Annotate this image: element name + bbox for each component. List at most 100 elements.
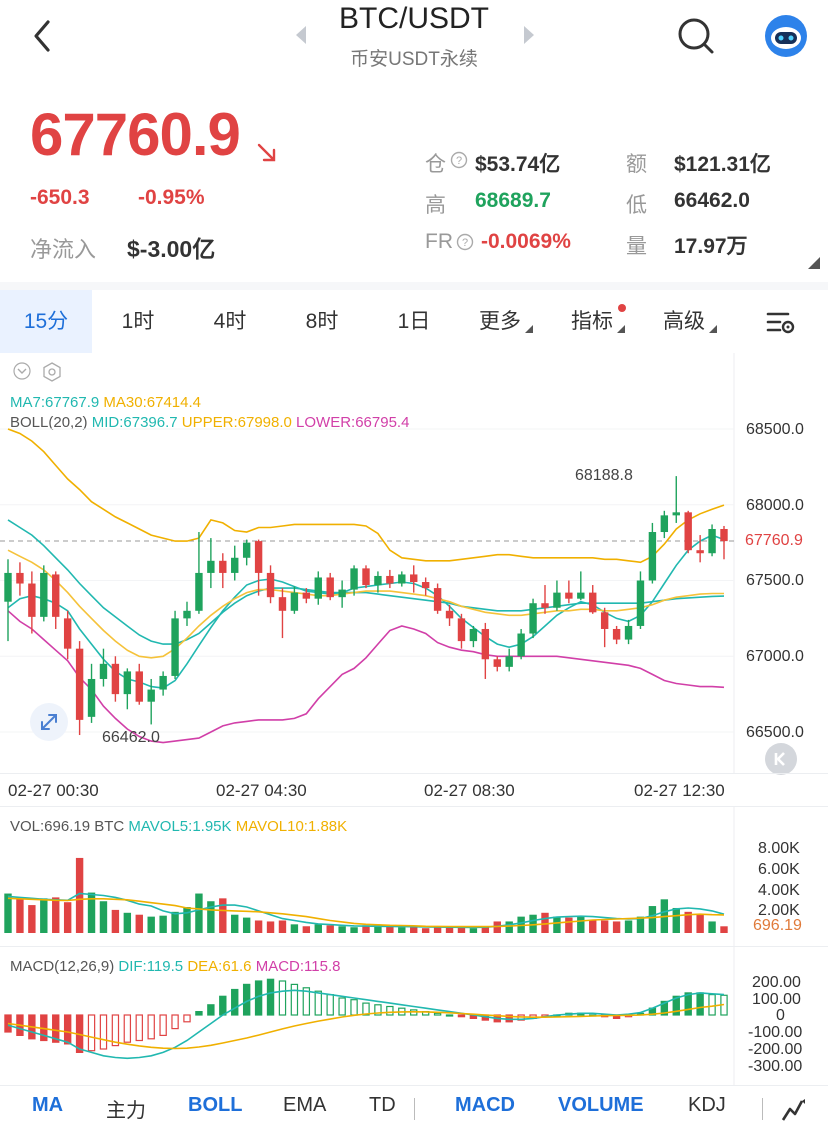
prev-symbol-icon bbox=[296, 26, 306, 44]
vol-tick-8k: 8.00K bbox=[758, 840, 800, 857]
indicator-ema[interactable]: EMA bbox=[283, 1094, 327, 1116]
volume-bar bbox=[386, 926, 394, 933]
macd-histogram-bar bbox=[231, 988, 239, 1016]
volume-bar bbox=[40, 898, 48, 933]
x-tick-1230: 02-27 12:30 bbox=[634, 781, 725, 800]
macd-histogram-bar bbox=[52, 1014, 60, 1043]
tab-1d[interactable]: 1日 bbox=[397, 310, 431, 333]
candle-body bbox=[493, 659, 501, 667]
volume-bar bbox=[672, 907, 680, 933]
tab-advanced[interactable]: 高级 bbox=[663, 310, 705, 333]
candle-body bbox=[135, 671, 143, 702]
back-arrow-icon bbox=[34, 20, 50, 52]
collapse-legend-icon[interactable] bbox=[13, 362, 31, 380]
x-axis-divider bbox=[0, 773, 828, 774]
macd-divider bbox=[0, 946, 828, 947]
fr-info-icon[interactable]: ? bbox=[456, 233, 474, 251]
indicator-boll[interactable]: BOLL bbox=[188, 1094, 243, 1116]
x-tick-0430: 02-27 04:30 bbox=[216, 781, 307, 800]
indicator-macd[interactable]: MACD bbox=[455, 1094, 515, 1116]
candle-body bbox=[433, 588, 442, 611]
volume-bar bbox=[696, 913, 704, 933]
volume-bar bbox=[99, 901, 108, 933]
indicator-kdj[interactable]: KDJ bbox=[688, 1094, 726, 1116]
volume-bar bbox=[278, 920, 287, 933]
fr-label: FR bbox=[425, 230, 453, 253]
indicator-main-force[interactable]: 主力 bbox=[106, 1100, 146, 1122]
scroll-latest-button[interactable] bbox=[765, 743, 797, 775]
high-value: 68689.7 bbox=[475, 189, 551, 212]
tab-8h[interactable]: 8时 bbox=[305, 310, 339, 333]
scroll-to-latest-icon bbox=[774, 752, 785, 766]
vol-divider bbox=[0, 806, 828, 807]
boll-upper-line bbox=[7, 428, 725, 564]
search-button[interactable] bbox=[676, 16, 716, 56]
amount-label: 额 bbox=[626, 153, 647, 176]
volume-bar bbox=[290, 924, 299, 933]
candle-body bbox=[207, 560, 215, 573]
tab-indicators[interactable]: 指标 bbox=[571, 310, 613, 333]
volume-bar bbox=[529, 914, 537, 933]
volume-bar bbox=[481, 926, 490, 933]
volume-bar bbox=[63, 902, 72, 933]
candle-body bbox=[374, 575, 382, 586]
macd-histogram-bar bbox=[111, 1014, 120, 1047]
macd-tick-100: 100.00 bbox=[752, 991, 801, 1008]
boll-lower-legend: LOWER:66795.4 bbox=[296, 414, 410, 431]
macd-histogram-bar bbox=[183, 1014, 191, 1023]
candle-body bbox=[231, 557, 239, 573]
macd-histogram-bar bbox=[326, 993, 334, 1016]
prev-symbol-button[interactable] bbox=[294, 24, 308, 46]
volume-legend: VOL:696.19 BTC MAVOL5:1.95K MAVOL10:1.88… bbox=[10, 818, 347, 835]
expand-chart-button[interactable] bbox=[30, 703, 68, 741]
avatar[interactable] bbox=[764, 14, 808, 58]
candle-body bbox=[123, 671, 132, 695]
candle-body bbox=[338, 589, 346, 598]
indicator-volume[interactable]: VOLUME bbox=[558, 1094, 644, 1116]
volume-chart[interactable] bbox=[0, 807, 828, 947]
volume-bar bbox=[75, 857, 84, 933]
candlestick-chart[interactable] bbox=[0, 353, 828, 773]
price-change-pct: -0.95% bbox=[138, 186, 205, 209]
draw-tool-button[interactable] bbox=[780, 1096, 808, 1124]
x-tick-0830: 02-27 08:30 bbox=[424, 781, 515, 800]
indicator-bar-divider bbox=[0, 1085, 828, 1086]
macd-histogram-bar bbox=[684, 992, 692, 1016]
candle-body bbox=[16, 572, 24, 584]
back-button[interactable] bbox=[28, 18, 58, 54]
candle-body bbox=[517, 633, 525, 657]
next-symbol-icon bbox=[524, 26, 534, 44]
candle-body bbox=[111, 663, 120, 695]
oi-info-icon[interactable]: ? bbox=[450, 151, 468, 169]
candle-body bbox=[696, 550, 704, 554]
macd-value-legend: MACD:115.8 bbox=[255, 958, 341, 975]
macd-histogram-bar bbox=[99, 1014, 108, 1050]
macd-histogram-bar bbox=[135, 1014, 143, 1042]
chart-settings-button[interactable] bbox=[766, 308, 796, 336]
expand-stats-icon[interactable] bbox=[808, 256, 820, 269]
volume-bar bbox=[135, 914, 143, 933]
macd-params: MACD(12,26,9) bbox=[10, 958, 115, 975]
tab-4h[interactable]: 4时 bbox=[213, 310, 247, 333]
macd-chart[interactable] bbox=[0, 947, 828, 1085]
macd-tick-m200: -200.00 bbox=[748, 1041, 803, 1058]
indicator-ma[interactable]: MA bbox=[32, 1094, 64, 1116]
volume-bar bbox=[433, 926, 442, 933]
macd-histogram-bar bbox=[696, 992, 704, 1016]
next-symbol-button[interactable] bbox=[522, 24, 536, 46]
vol-tick-4k: 4.00K bbox=[758, 882, 800, 899]
macd-histogram-bar bbox=[123, 1014, 132, 1043]
candle-body bbox=[242, 542, 251, 558]
volume-bar bbox=[421, 928, 430, 933]
macd-histogram-bar bbox=[159, 1014, 167, 1036]
symbol-title[interactable]: BTC/USDT bbox=[339, 2, 489, 35]
volume-bar bbox=[242, 917, 251, 933]
tab-1h[interactable]: 1时 bbox=[121, 310, 155, 333]
tab-more[interactable]: 更多 bbox=[479, 310, 521, 333]
indicator-settings-icon[interactable] bbox=[42, 362, 62, 382]
indicator-td[interactable]: TD bbox=[369, 1094, 396, 1116]
volume-value: 17.97万 bbox=[674, 235, 748, 258]
indicators-badge bbox=[618, 304, 626, 312]
tab-15m[interactable]: 15分 bbox=[0, 290, 92, 353]
candle-body bbox=[278, 597, 287, 611]
